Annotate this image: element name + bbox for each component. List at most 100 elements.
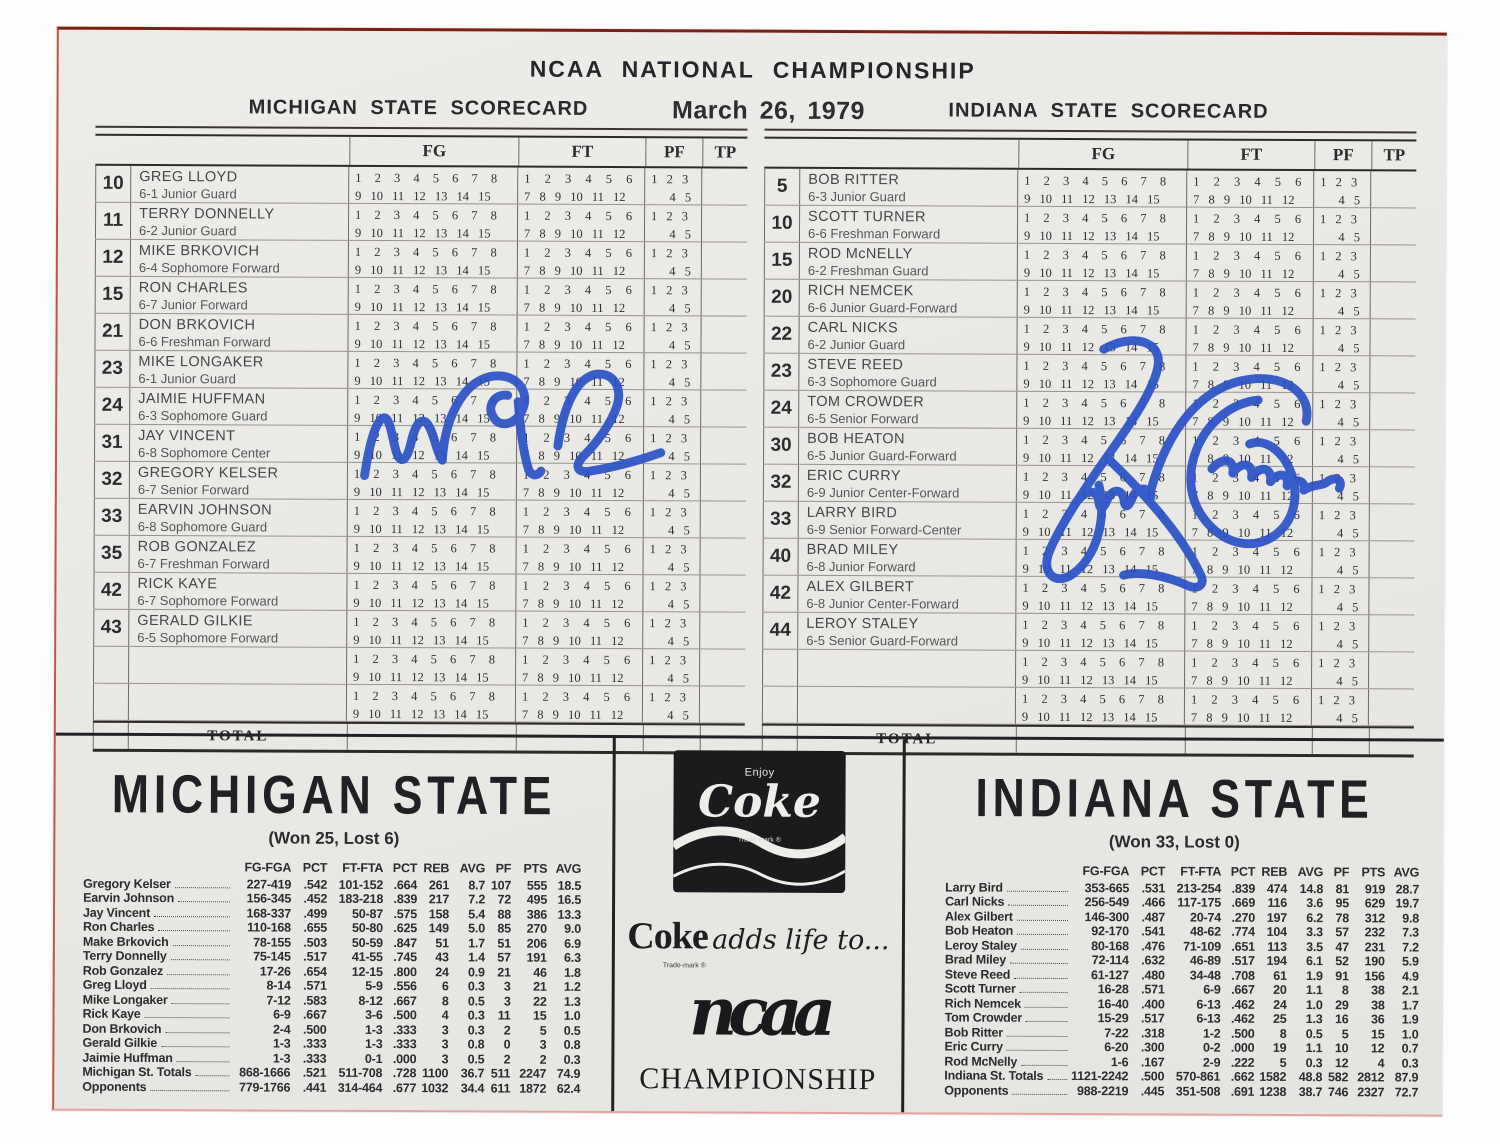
stat-avg: 0.3 xyxy=(467,979,485,994)
stat-avg: 1.2 xyxy=(563,979,581,994)
player-row: 20 RICH NEMCEK 6-6 Junior Guard-Forward … xyxy=(763,279,1416,320)
stat-pf: 107 xyxy=(490,877,512,893)
player-description: 6-8 Sophomore Guard xyxy=(137,518,268,535)
stat-pf: 3 xyxy=(503,979,511,994)
player-name-cell: ROD McNELLY 6-2 Freshman Guard xyxy=(799,242,1018,280)
ft-tally-cell: 1 2 3 4 5 6 7 8 9 10 11 12 xyxy=(517,278,645,316)
header-pct: PCT xyxy=(1230,864,1256,879)
stat-pts: 2247 xyxy=(519,1066,547,1081)
stat-player-name: Leroy Staley xyxy=(944,937,1017,953)
fg-tally-cell: 1 2 3 4 5 6 7 8 9 10 11 12 13 14 15 xyxy=(1016,428,1187,466)
stat-pts: 2812 xyxy=(1357,1070,1385,1085)
fg-tally-cell: 1 2 3 4 5 6 7 8 9 10 11 12 13 14 15 xyxy=(348,203,519,241)
stat-ft-fta: 117-175 xyxy=(1177,895,1222,910)
stat-ft-fta: 351-508 xyxy=(1175,1083,1221,1099)
stat-reb: 3 xyxy=(441,1022,449,1037)
stat-pf: 91 xyxy=(1335,968,1349,983)
dotted-leader xyxy=(1019,991,1068,993)
pf-tally-cell: 1 2 3 4 5 xyxy=(1313,356,1371,393)
stats-row: Opponents 779-1766 .441 314-464 .677 103… xyxy=(82,1079,584,1096)
stat-reb: 158 xyxy=(428,906,450,921)
scorecard-column-headers: FG FT PF TP xyxy=(764,136,1417,172)
header-pct: PCT xyxy=(1140,864,1166,879)
stat-avg: 0.9 xyxy=(467,964,485,979)
stat-player-name: Tom Crowder xyxy=(944,1010,1023,1025)
tp-cell xyxy=(700,612,745,648)
stat-avg: 0.5 xyxy=(1305,1026,1323,1041)
pf-tally-cell: 1 2 3 4 5 xyxy=(1312,578,1370,615)
jersey-number: 12 xyxy=(94,239,131,276)
dotted-leader xyxy=(171,1002,230,1004)
stat-pct: .521 xyxy=(302,1065,327,1080)
stat-avg: 0.8 xyxy=(563,1037,581,1052)
jersey-number: 21 xyxy=(94,313,131,350)
ft-tally-cell: 1 2 3 4 5 6 7 8 9 10 11 12 xyxy=(516,500,644,538)
ft-tally-cell: 1 2 3 4 5 6 7 8 9 10 11 12 xyxy=(1186,392,1314,430)
pf-tally-cell: 1 2 3 4 5 xyxy=(1311,689,1370,726)
jersey-number: 10 xyxy=(95,165,132,202)
dotted-leader xyxy=(150,987,230,990)
jersey-number: 5 xyxy=(764,168,801,205)
stat-pts: 2 xyxy=(539,1052,547,1067)
stat-pts: 231 xyxy=(1364,939,1385,954)
number-column-header xyxy=(764,139,799,167)
stat-avg: 18.5 xyxy=(557,878,582,893)
dotted-leader xyxy=(167,973,230,975)
player-description xyxy=(806,691,1015,692)
michigan-record: (Won 25, Lost 6) xyxy=(268,828,400,849)
ft-tally-cell: 1 2 3 4 5 6 7 8 9 10 11 12 xyxy=(516,426,645,464)
page-title: NCAA NATIONAL CHAMPIONSHIP xyxy=(529,55,976,84)
stat-player-name: Bob Heaton xyxy=(944,923,1014,938)
player-row: 11 TERRY DONNELLY 6-2 Junior Guard 1 2 3… xyxy=(94,202,748,243)
pf-column-header: PF xyxy=(1315,141,1373,170)
stat-pct: .167 xyxy=(1140,1054,1165,1069)
stat-avg: 7.2 xyxy=(1402,939,1419,955)
pf-tally-cell: 1 2 3 4 5 xyxy=(643,427,702,464)
stat-ft-fta: 2-9 xyxy=(1202,1055,1221,1070)
tp-cell xyxy=(700,649,745,685)
player-name-cell: SCOTT TURNER 6-6 Freshman Forward xyxy=(799,205,1019,243)
header-ft-fta: FT-FTA xyxy=(342,860,384,876)
header-avg: AVG xyxy=(459,861,486,876)
stat-avg: 1.9 xyxy=(1305,968,1323,983)
stat-pct: .499 xyxy=(303,906,328,921)
player-name xyxy=(806,653,1015,654)
stat-pts: 232 xyxy=(1364,925,1385,940)
player-description: 6-7 Freshman Forward xyxy=(137,555,270,572)
stat-ft-fta: 0-1 xyxy=(364,1051,383,1066)
ft-tally-cell: 1 2 3 4 5 6 7 8 9 10 11 12 xyxy=(1186,207,1315,245)
stat-fg-fga: 168-337 xyxy=(246,905,292,921)
stat-pct: .667 xyxy=(1231,982,1255,997)
tp-column-header: TP xyxy=(714,142,737,162)
stat-pf: 95 xyxy=(1335,896,1350,911)
player-row: 15 RON CHARLES 6-7 Junior Forward 1 2 3 … xyxy=(94,276,747,317)
player-name-cell: STEVE REED 6-3 Sophomore Guard xyxy=(799,353,1018,391)
player-row: 1 2 3 4 5 6 7 8 9 10 11 12 13 14 15 1 2 … xyxy=(92,683,746,724)
stat-ft-fta: 213-254 xyxy=(1176,880,1222,896)
player-name-cell: BRAD MILEY 6-8 Junior Forward xyxy=(798,538,1017,576)
pf-tally-cell: 1 2 3 4 5 xyxy=(644,353,702,390)
stat-pct: .500 xyxy=(393,1008,417,1023)
player-row: 42 RICK KAYE 6-7 Sophomore Forward 1 2 3… xyxy=(93,572,746,613)
header-fg-fga: FG-FGA xyxy=(244,860,292,875)
stat-pct: .541 xyxy=(1141,924,1165,939)
player-name-cell: BOB RITTER 6-3 Junior Guard xyxy=(800,168,1019,206)
ft-column-header: FT xyxy=(519,137,647,167)
stat-pct: .651 xyxy=(1231,939,1255,954)
coke-slogan-wordmark: Coke xyxy=(627,915,708,958)
tp-cell xyxy=(702,168,747,204)
pf-tally-cell: 1 2 3 4 5 xyxy=(1312,652,1370,689)
header-pts: PTS xyxy=(523,861,548,876)
dotted-leader xyxy=(174,886,231,888)
player-name xyxy=(137,650,346,651)
dotted-leader xyxy=(154,915,231,917)
ft-tally-cell: 1 2 3 4 5 6 7 8 9 10 11 12 xyxy=(1185,429,1314,467)
stat-avg: 13.3 xyxy=(557,907,582,922)
stat-pf: 47 xyxy=(1335,939,1349,954)
stat-fg-fga: 72-114 xyxy=(1091,953,1129,968)
stat-avg: 0.3 xyxy=(1305,1055,1323,1070)
stat-ft-fta: 48-62 xyxy=(1189,924,1221,939)
stat-pf: 11 xyxy=(497,1008,511,1023)
stat-pct: .333 xyxy=(392,1022,417,1037)
stat-pts: 919 xyxy=(1364,881,1386,896)
